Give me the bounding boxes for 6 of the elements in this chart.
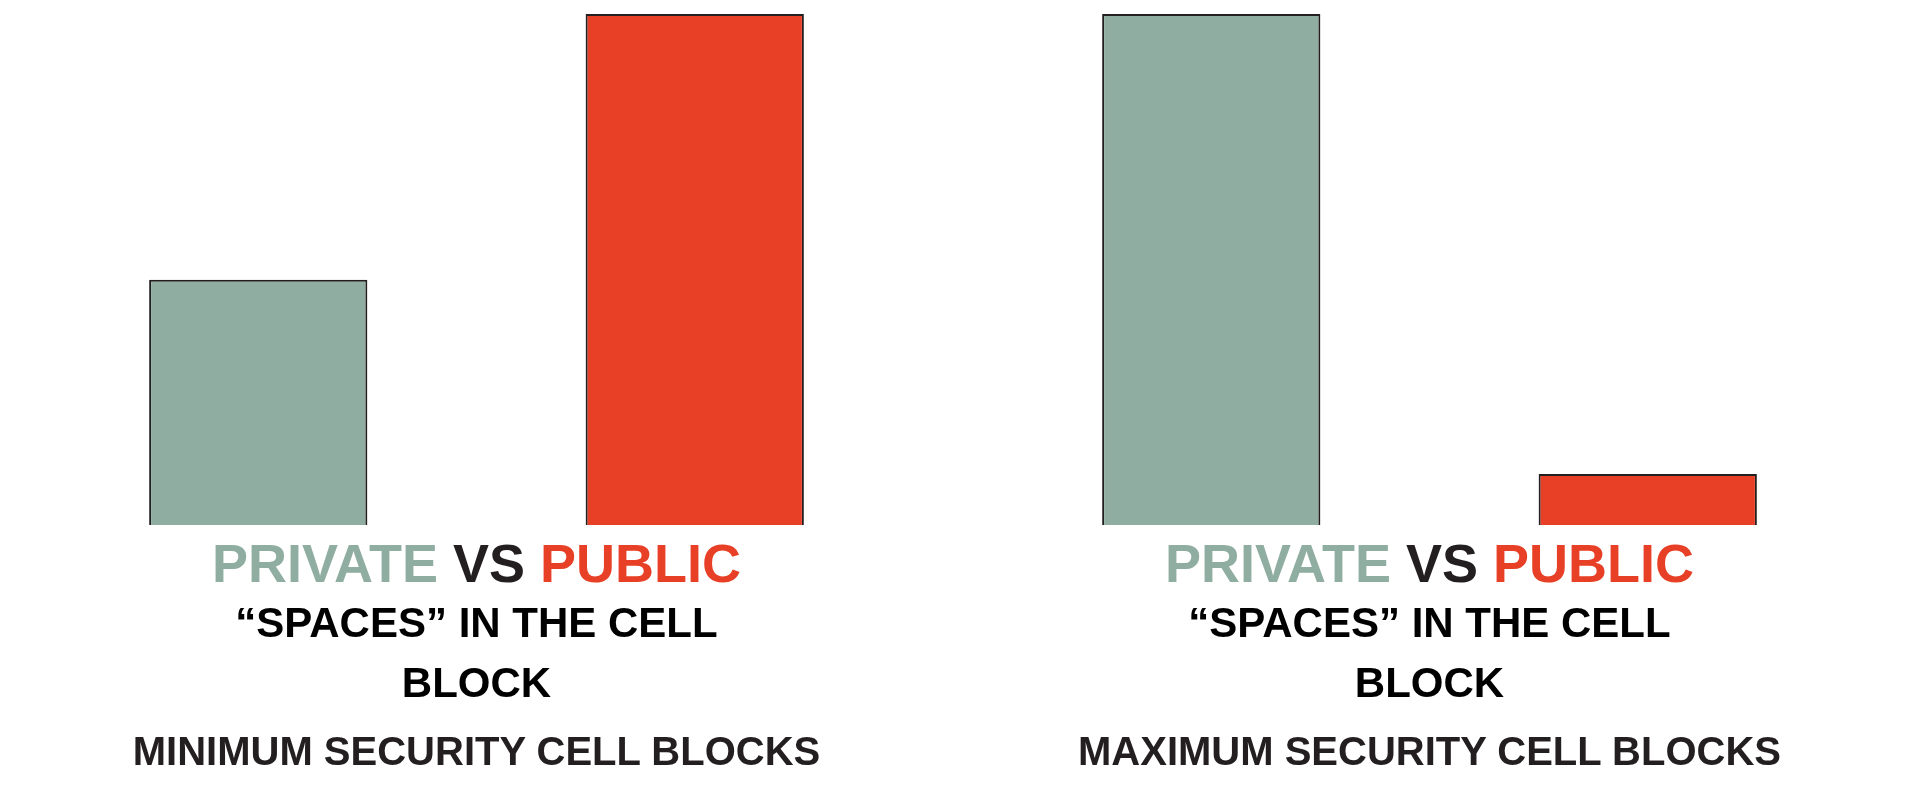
- x-axis-title: MINIMUM SECURITY CELL BLOCKS: [131, 728, 822, 775]
- x-axis-title: MAXIMUM SECURITY CELL BLOCKS: [1077, 728, 1782, 775]
- text: “SPACES” IN THE CELL BLOCK: [234, 598, 719, 708]
- text: PRIVATE VS PUBLIC: [211, 533, 742, 593]
- text: “SPACES” IN THE CELL BLOCK: [1187, 598, 1672, 708]
- text: PRIVATE VS PUBLIC: [1164, 533, 1695, 593]
